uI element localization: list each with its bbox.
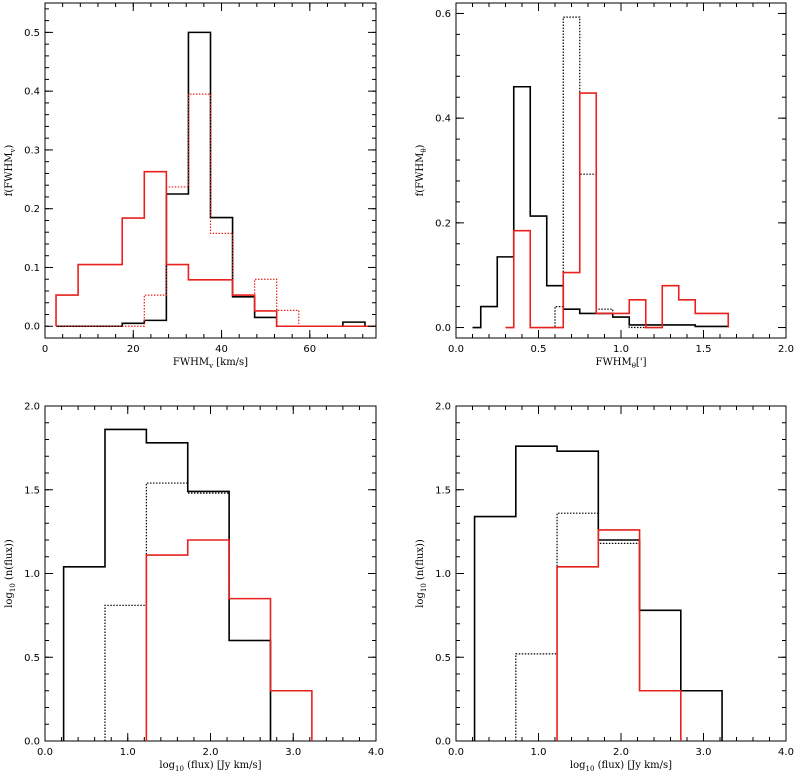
x-tick-label: 1.0 [531, 747, 547, 758]
y-tick-label: 2.0 [435, 402, 451, 413]
panel-2: 0.0 0.5 1.0 1.5 2.0 0.0 0.2 0.4 0.6 FWHMθ['] f(FWH… [415, 2, 794, 370]
y-tick-label: 0.0 [435, 323, 451, 334]
series-1-black-solid [473, 445, 723, 741]
x-tick-label: 2.0 [778, 344, 794, 355]
y-tick-label: 0.2 [24, 204, 40, 215]
x-axis-label: FWHMv [km/s] [173, 357, 248, 370]
y-tick-label: 1.0 [435, 569, 451, 580]
y-tick-label: 2.0 [24, 402, 40, 413]
x-axis-label: log10 (flux) [Jy km/s] [159, 760, 261, 771]
y-tick-label: 0.0 [435, 737, 451, 748]
panel-1: 0 20 40 60 0.0 0.1 0.2 0.3 0.4 0.5 FWHMv [km/s] f(F… [4, 2, 377, 370]
x-axis-label: FWHMθ['] [596, 357, 647, 370]
y-tick-label: 0.0 [24, 737, 40, 748]
x-tick-label: 60 [303, 344, 316, 355]
x-tick-label: 3.0 [285, 747, 301, 758]
x-axis-label: log10 (flux) [Jy km/s] [570, 760, 672, 771]
y-axis-label: f(FWHMθ) [415, 144, 428, 196]
x-tick-label: 2.0 [203, 747, 219, 758]
y-tick-label: 0.4 [24, 87, 40, 98]
series-1-black-solid [472, 85, 730, 329]
plot-frame [455, 405, 787, 742]
y-tick-label: 1.5 [435, 485, 451, 496]
panel-4: 0.0 1.0 2.0 3.0 4.0 0.0 0.5 1.0 1.5 2.0 log10 (flu… [415, 402, 794, 771]
y-axis-label: f(FWHMv) [4, 145, 17, 197]
series-2-red-dotted [56, 93, 376, 327]
x-tick-label: 0.0 [448, 344, 464, 355]
y-tick-label: 0.5 [24, 653, 40, 664]
x-tick-label: 1.0 [120, 747, 136, 758]
series-3-red-solid [55, 170, 376, 328]
x-tick-label: 20 [127, 344, 140, 355]
series-2-black-dotted [546, 16, 646, 329]
x-tick-label: 0.5 [531, 344, 547, 355]
series-2-black-dotted [104, 482, 272, 741]
x-tick-label: 1.5 [696, 344, 712, 355]
plot-frame [44, 2, 377, 339]
x-tick-label: 3.0 [696, 747, 712, 758]
series-1-black-solid [56, 31, 376, 328]
x-tick-label: 0.0 [37, 747, 53, 758]
y-tick-label: 1.5 [24, 485, 40, 496]
x-tick-label: 2.0 [613, 747, 629, 758]
plot-frame [44, 405, 377, 742]
panel-3: 0.0 1.0 2.0 3.0 4.0 0.0 0.5 1.0 1.5 2.0 log10 (flu… [4, 402, 384, 771]
x-tick-label: 1.0 [613, 344, 629, 355]
series-1-black-solid [62, 428, 272, 741]
x-tick-label: 40 [215, 344, 228, 355]
y-tick-label: 0.4 [435, 114, 451, 125]
series-3-red-solid [556, 529, 682, 741]
y-tick-label: 0.6 [435, 9, 451, 20]
series-3-red-solid [145, 539, 313, 741]
y-tick-label: 0.3 [24, 145, 40, 156]
plot-frame [455, 2, 787, 339]
y-tick-label: 0.2 [435, 218, 451, 229]
x-tick-label: 0.0 [448, 747, 464, 758]
x-tick-label: 4.0 [368, 747, 384, 758]
y-tick-label: 0.5 [24, 28, 40, 39]
x-tick-label: 0 [42, 344, 48, 355]
y-tick-label: 1.0 [24, 569, 40, 580]
y-axis-label: log10 (n(flux)) [415, 539, 428, 608]
y-tick-label: 0.5 [435, 653, 451, 664]
y-axis-label: log10 (n(flux)) [4, 539, 17, 608]
series-3-red-solid [505, 92, 730, 329]
y-tick-label: 0.0 [24, 322, 40, 333]
y-tick-label: 0.1 [24, 263, 40, 274]
x-tick-label: 4.0 [778, 747, 794, 758]
